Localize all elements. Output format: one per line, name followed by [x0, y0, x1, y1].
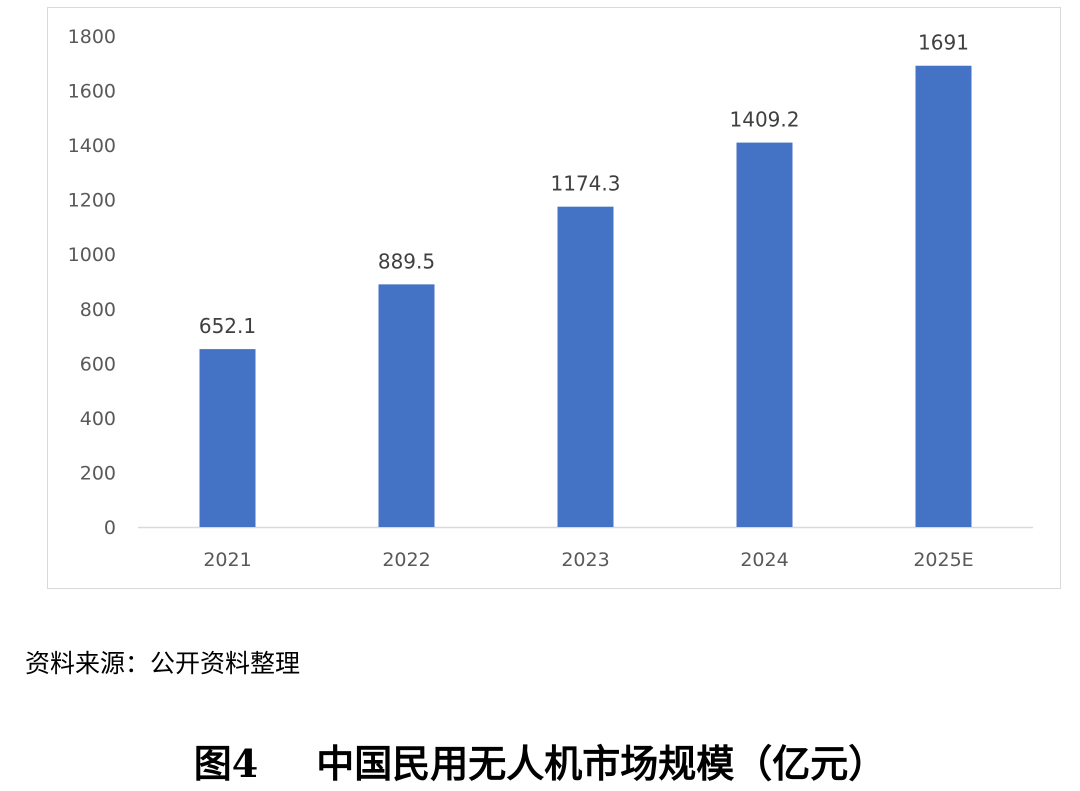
data-label: 889.5	[378, 249, 435, 273]
data-label: 1691	[918, 31, 969, 55]
y-tick-label: 0	[104, 517, 116, 539]
data-label: 652.1	[199, 314, 256, 338]
bar-chart: 0 200 400 600 800 1000 1200 1400 1600 1800 652.1 20…	[68, 26, 1033, 571]
bar	[378, 284, 435, 527]
y-tick-label: 1000	[68, 244, 116, 266]
figure-caption: 图4 中国民用无人机市场规模（亿元）	[0, 733, 1080, 788]
figure-title: 中国民用无人机市场规模（亿元）	[316, 741, 887, 786]
y-tick-label: 1800	[68, 26, 116, 48]
chart-frame	[47, 7, 1061, 589]
data-label: 1174.3	[551, 172, 621, 196]
y-tick-label: 800	[80, 299, 116, 321]
y-tick-label: 400	[80, 408, 116, 430]
source-note: 资料来源：公开资料整理	[25, 649, 301, 678]
y-tick-label: 1200	[68, 190, 116, 212]
data-label: 1409.2	[730, 108, 800, 132]
bar	[915, 65, 972, 527]
y-tick-label: 200	[80, 462, 116, 484]
x-tick-label: 2022	[382, 549, 430, 571]
x-tick-label: 2023	[561, 549, 609, 571]
x-tick-label: 2025E	[913, 549, 973, 571]
bar	[736, 142, 793, 527]
y-tick-label: 1400	[68, 135, 116, 157]
y-tick-label: 1600	[68, 81, 116, 103]
x-tick-label: 2021	[203, 549, 251, 571]
bar	[199, 349, 256, 527]
y-tick-label: 600	[80, 353, 116, 375]
x-tick-label: 2024	[740, 549, 788, 571]
bar	[557, 206, 614, 527]
figure-number: 图4	[193, 741, 259, 786]
